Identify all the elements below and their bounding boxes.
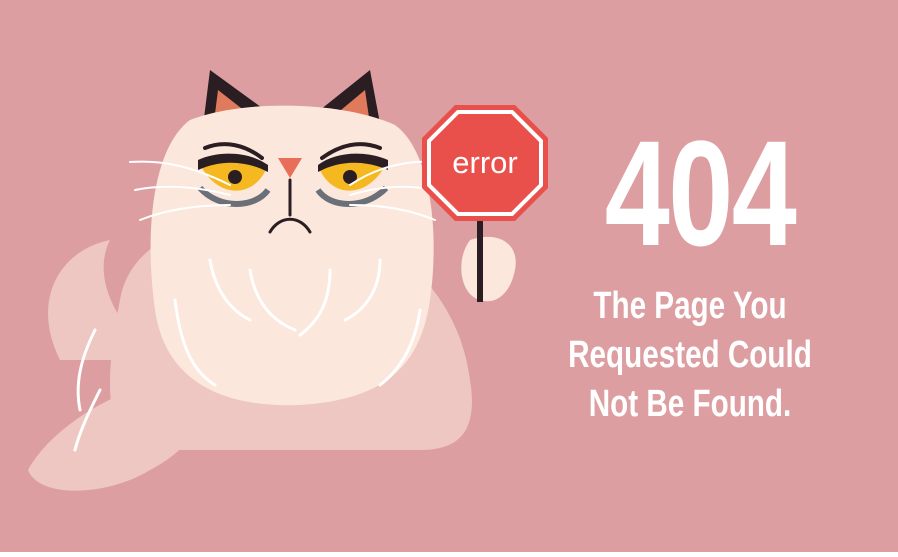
left-pupil [228,170,242,184]
sign-label: error [452,145,517,180]
right-brow [320,142,382,160]
right-eyelid [318,153,388,172]
stop-sign-icon: error [422,105,548,221]
error-message-line-2: Requested Could [568,334,812,376]
fur-lines [73,258,422,452]
sign-pole [477,212,483,302]
error-message-line-1: The Page You [593,285,787,327]
paw [461,236,516,302]
error-message-line-3: Not Be Found. [588,383,792,425]
left-brow [203,142,264,160]
error-code: 404 [604,109,797,277]
error-message: The Page You Requested Could Not Be Foun… [557,282,822,429]
mouth [268,178,312,234]
left-eye-bag [197,185,271,207]
right-eye-bag [315,185,389,207]
left-eyelid [198,153,268,172]
nose-icon [278,158,302,178]
tail-upper-shape [48,240,160,360]
right-pupil [343,170,357,184]
